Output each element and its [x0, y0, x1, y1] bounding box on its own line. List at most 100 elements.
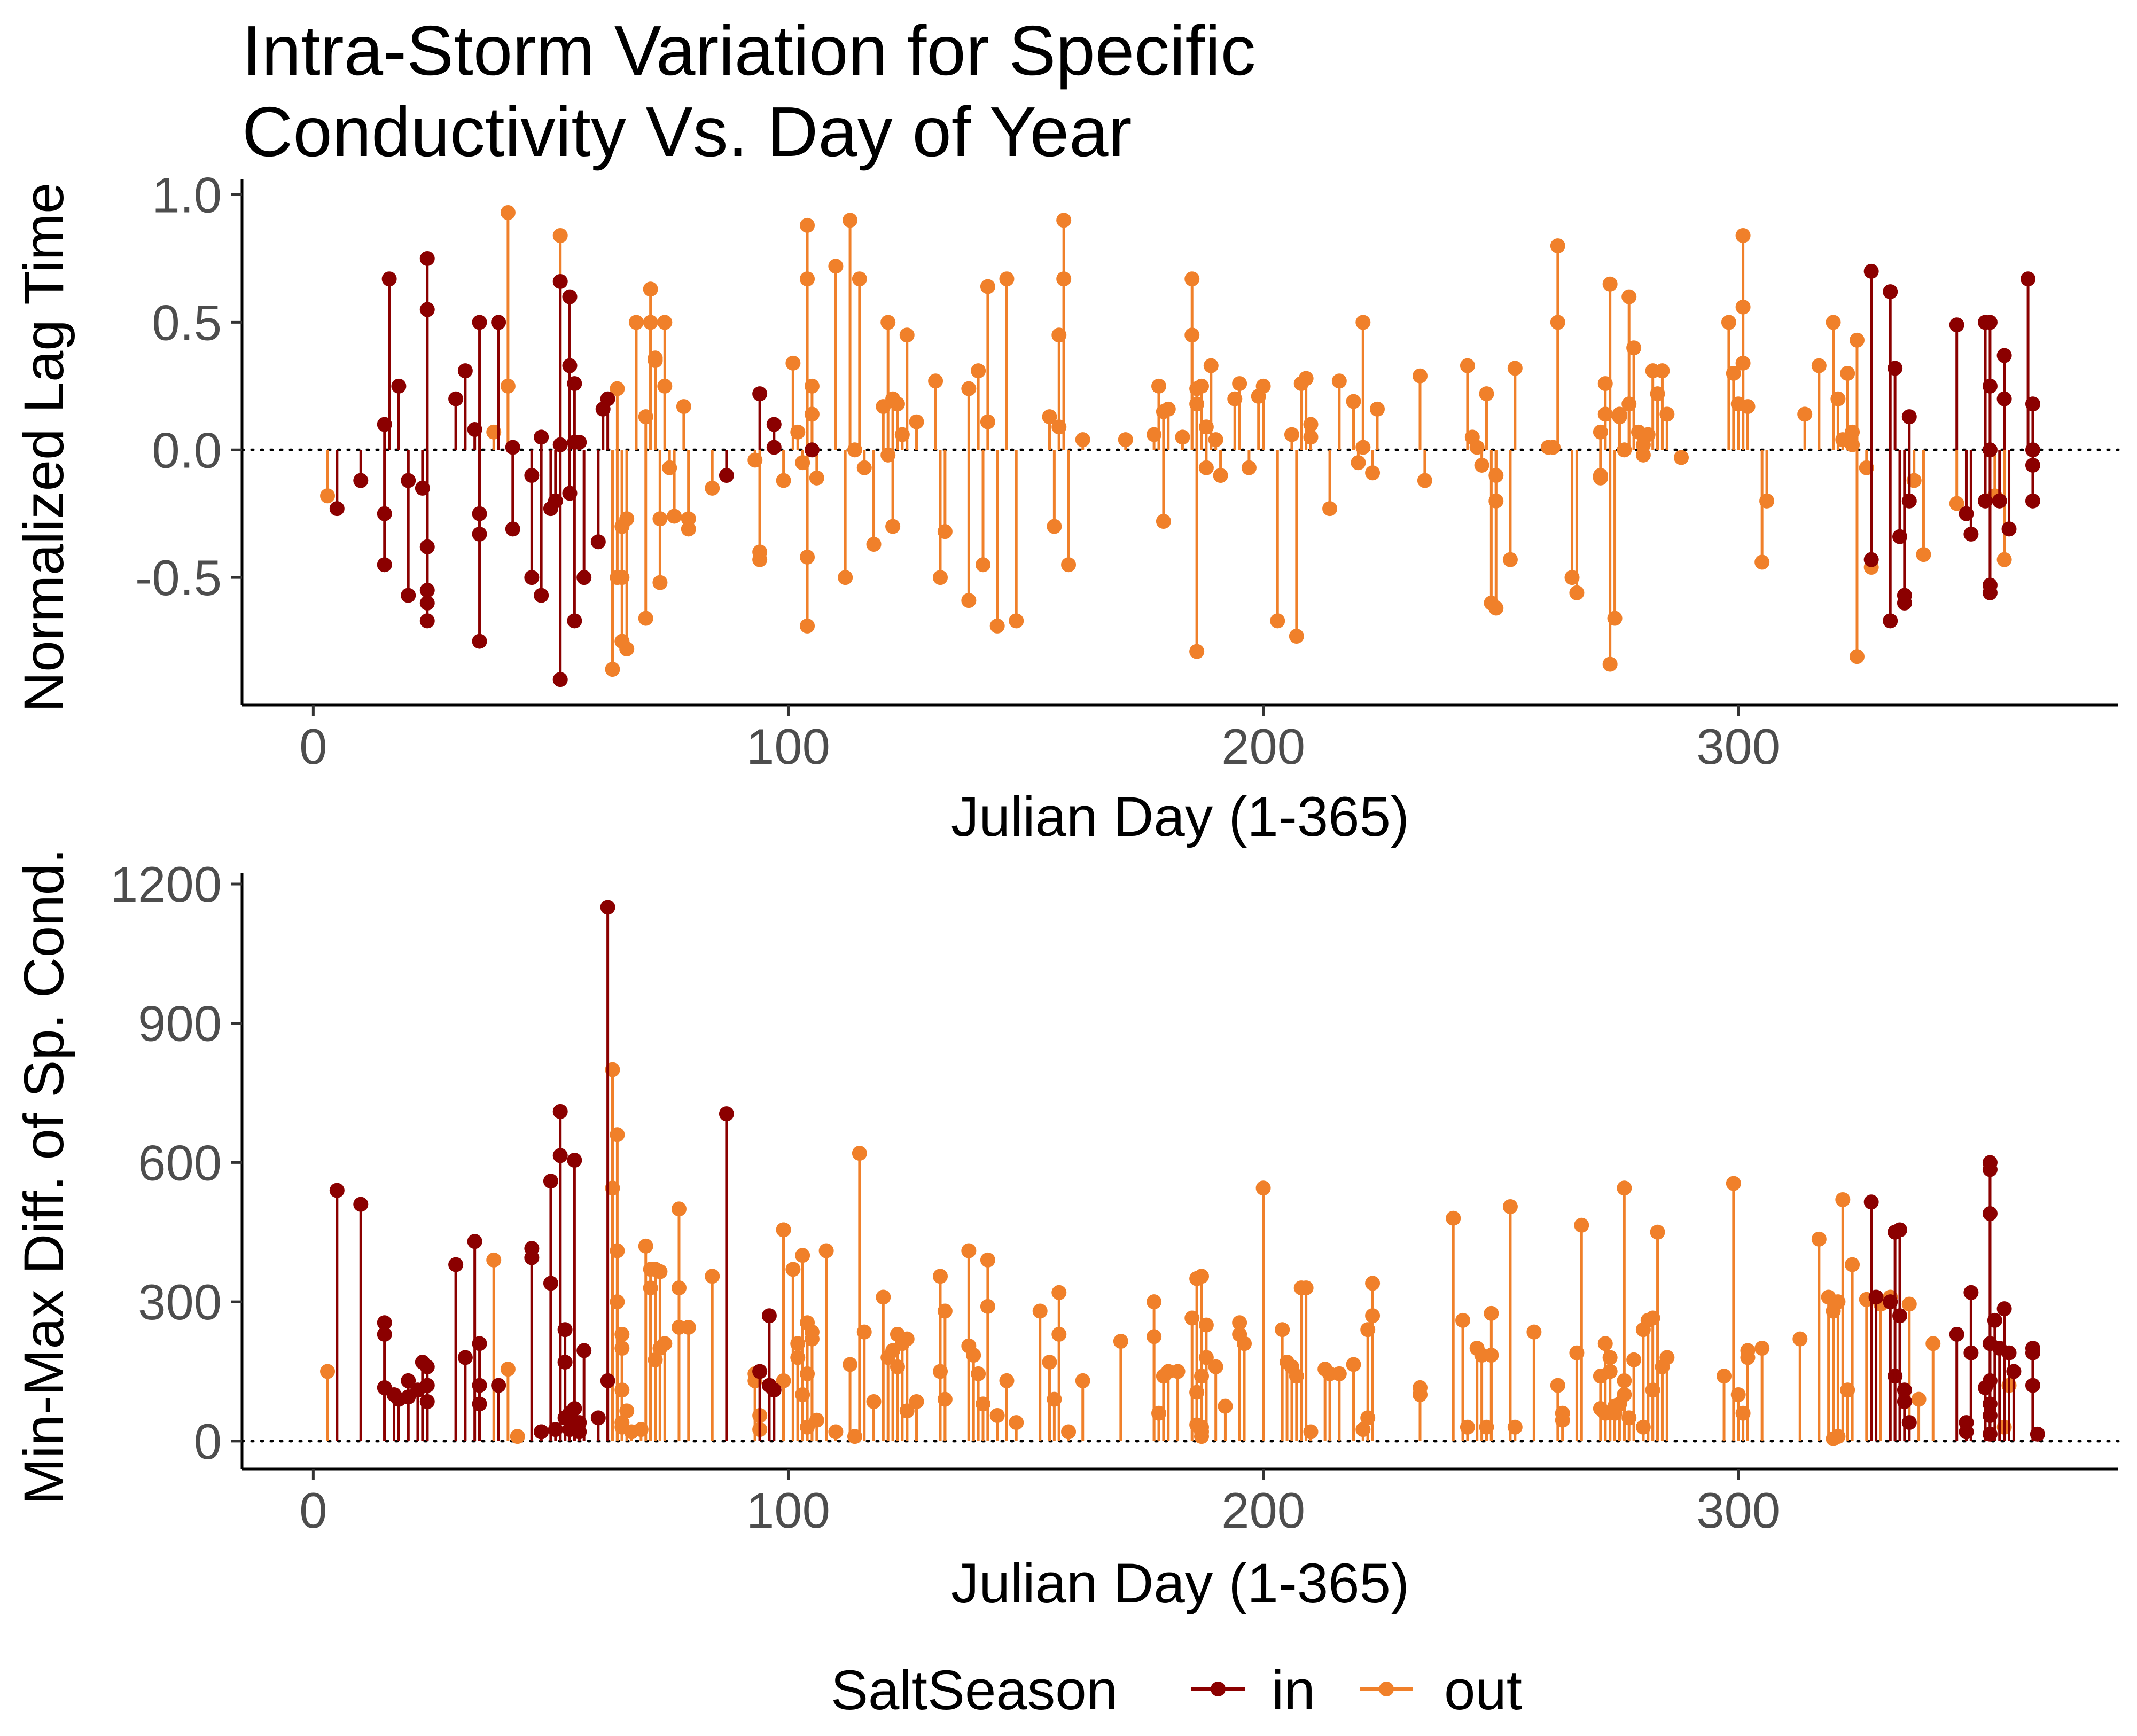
point-out [1617, 1387, 1632, 1402]
legend-key-out-dot [1379, 1682, 1394, 1696]
point-out [671, 1201, 687, 1217]
point-in [1901, 1415, 1917, 1430]
point-out [1198, 1350, 1214, 1365]
y-axis-title: Min-Max Diff. of Sp. Cond. [13, 848, 75, 1505]
point-out [1455, 1312, 1471, 1328]
point-out [1717, 1369, 1732, 1384]
point-in [600, 391, 615, 406]
point-out [1346, 394, 1361, 409]
point-out [1369, 401, 1385, 417]
point-out [1735, 299, 1751, 315]
point-in [552, 1148, 568, 1163]
point-out [1113, 1334, 1128, 1349]
point-out [1835, 1192, 1851, 1207]
point-out [909, 1394, 924, 1409]
point-out [899, 327, 915, 343]
point-out [619, 1403, 635, 1419]
point-out [1626, 340, 1642, 356]
point-out [1275, 1322, 1290, 1338]
point-out [1322, 501, 1338, 517]
point-out [1042, 1355, 1057, 1370]
point-out [1726, 1176, 1741, 1191]
point-out [1289, 629, 1304, 644]
point-out [1849, 332, 1865, 348]
point-in [534, 429, 549, 445]
point-in [2025, 1378, 2040, 1393]
point-out [676, 399, 691, 415]
point-in [472, 1378, 487, 1393]
point-in [567, 1153, 582, 1168]
point-in [1883, 284, 1898, 300]
point-in [467, 1234, 482, 1249]
point-out [1446, 1210, 1461, 1226]
point-out [866, 1394, 882, 1409]
point-in [457, 363, 473, 379]
point-in [448, 391, 464, 406]
point-out [1754, 1341, 1770, 1356]
point-in [1963, 1345, 1979, 1360]
point-out [800, 618, 815, 634]
point-out [937, 1303, 953, 1319]
point-out [899, 1403, 915, 1419]
point-out [1650, 1224, 1665, 1240]
point-in [557, 1322, 573, 1338]
point-out [1754, 554, 1770, 570]
point-out [1189, 644, 1205, 659]
y-tick-label: 1.0 [152, 167, 222, 223]
point-out [1303, 1424, 1319, 1440]
point-out [838, 570, 853, 585]
point-in [1996, 1301, 2012, 1317]
point-out [1845, 1257, 1860, 1272]
point-out [1032, 1303, 1048, 1319]
point-out [1194, 1269, 1210, 1284]
point-out [1911, 1391, 1927, 1407]
point-out [1009, 613, 1024, 629]
point-out [1526, 1324, 1542, 1340]
point-out [1417, 473, 1432, 488]
point-out [1298, 371, 1314, 386]
point-in [2001, 1345, 2017, 1360]
point-out [961, 1243, 977, 1258]
point-out [1484, 1348, 1499, 1363]
point-out [1597, 1336, 1613, 1351]
point-out [605, 662, 620, 677]
point-in [2025, 493, 2040, 509]
point-in [804, 442, 820, 458]
y-tick-label: 300 [138, 1274, 222, 1330]
point-out [980, 279, 995, 294]
point-out [852, 271, 867, 287]
point-out [1626, 1352, 1642, 1367]
point-out [1730, 1387, 1746, 1402]
point-out [1550, 1378, 1565, 1393]
point-in [1949, 1326, 1964, 1342]
point-in [562, 358, 578, 373]
point-out [1351, 455, 1366, 471]
point-in [1982, 378, 1998, 394]
point-out [705, 1269, 720, 1284]
point-in [534, 1424, 549, 1440]
y-tick-label: 0.0 [152, 422, 222, 478]
y-axis-title: Normalized Lag Time [13, 182, 75, 712]
point-out [909, 414, 924, 429]
point-in [419, 613, 435, 629]
point-in [2025, 1345, 2040, 1360]
legend-key-in-dot [1211, 1682, 1226, 1696]
point-out [999, 271, 1015, 287]
point-out [619, 641, 635, 656]
point-out [1218, 1398, 1233, 1414]
point-out [652, 1264, 668, 1279]
point-out [776, 1222, 791, 1238]
point-in [552, 437, 568, 452]
point-in [752, 386, 768, 402]
point-out [1830, 391, 1846, 406]
point-in [381, 271, 397, 287]
point-in [1863, 1194, 1879, 1210]
point-out [1241, 460, 1257, 475]
point-in [576, 1343, 592, 1358]
point-in [377, 1315, 392, 1331]
point-out [1061, 1424, 1077, 1440]
point-out [1735, 228, 1751, 243]
point-out [1255, 378, 1271, 394]
point-out [937, 1391, 953, 1407]
point-out [1721, 315, 1736, 330]
